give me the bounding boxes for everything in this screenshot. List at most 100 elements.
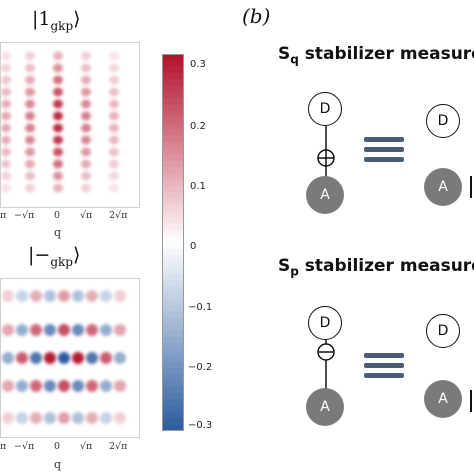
wigner-peak [100,412,112,424]
wigner-peak [81,147,91,157]
colorbar-segment [162,311,184,319]
wigner-peak [1,75,11,85]
wigner-peak [1,99,11,109]
wigner-peak [81,75,91,85]
colorbar-segment [162,242,184,250]
wigner-peak [81,51,91,61]
top-wigner-plot [0,42,140,208]
wigner-peak [72,412,84,424]
colorbar [162,54,184,431]
wigner-peak [58,290,70,302]
wigner-peak [25,183,35,193]
bottom-xtick-5: 2√π [109,441,128,452]
wigner-peak [25,135,35,145]
wigner-peak [109,63,119,73]
colorbar-segment [162,60,184,68]
colorbar-frame [162,54,184,431]
colorbar-segment [162,317,184,325]
wigner-peak [1,171,11,181]
colorbar-segment [162,160,184,168]
wigner-peak [53,51,63,61]
plot-frame [0,42,140,208]
top-xlabel: q [54,226,62,239]
sq-stabilizer-title: Sq stabilizer measure [278,44,474,67]
wigner-peak [1,159,11,169]
wigner-peak [86,324,98,336]
wigner-peak [44,412,56,424]
wigner-peak [25,51,35,61]
colorbar-segment [162,141,184,149]
wigner-peak [25,159,35,169]
wigner-peak [16,290,28,302]
wigner-peak [109,147,119,157]
wigner-peak [53,87,63,97]
wigner-peak [58,412,70,424]
wigner-peak [2,352,14,364]
colorbar-segment [162,255,184,262]
wigner-peak [100,290,112,302]
colorbar-segment [162,116,184,124]
wigner-peak [2,412,14,424]
wigner-peak [30,324,42,336]
wigner-peak [114,290,126,302]
wigner-peak [1,123,11,133]
colorbar-segment [162,185,184,193]
wigner-peak [53,171,63,181]
top-xtick-4: √π [80,210,93,221]
colorbar-segment [162,399,184,407]
sq-ancilla-qubit-right: A [424,168,462,206]
colorbar-segment [162,343,184,350]
colorbar-segment [162,393,184,401]
wigner-peak [25,171,35,181]
wigner-peak [114,352,126,364]
wigner-peak [109,135,119,145]
wigner-peak [44,324,56,336]
colorbar-tick-0.2: 0.2 [190,121,206,132]
sp-minus-gate [317,340,335,390]
wigner-peak [53,99,63,109]
colorbar-segment [162,173,184,181]
wigner-peak [53,111,63,121]
sp-data-qubit-right: D [426,314,460,348]
top-xtick-2: −√π [14,210,35,221]
sp-ancilla-qubit: A [306,388,344,426]
wigner-peak [44,380,56,392]
wigner-peak [100,352,112,364]
wigner-peak [109,75,119,85]
colorbar-segment [162,110,184,118]
colorbar-segment [162,204,184,212]
colorbar-segment [162,368,184,376]
wigner-peak [16,380,28,392]
colorbar-segment [162,305,184,313]
colorbar-segment [162,91,184,99]
wigner-peak [58,352,70,364]
colorbar-segment [162,54,184,61]
wigner-peak [30,380,42,392]
colorbar-segment [162,179,184,187]
wigner-peak [86,412,98,424]
colorbar-segment [162,154,184,162]
plot-background [0,42,140,208]
wigner-peak [81,171,91,181]
top-plot-title: |1gkp⟩ [32,8,81,33]
top-xtick-5: 2√π [109,210,128,221]
bottom-wigner-plot [0,278,140,438]
wigner-peak [25,87,35,97]
wigner-peak [81,159,91,169]
sp-ancilla-qubit-right: A [424,380,462,418]
wigner-peak [109,159,119,169]
colorbar-segment [162,374,184,382]
sq-cnot-gate [317,126,335,178]
wigner-peak [2,324,14,336]
colorbar-segment [162,405,184,413]
colorbar-segment [162,129,184,137]
colorbar-segment [162,66,184,74]
colorbar-segment [162,148,184,156]
wigner-peak [25,111,35,121]
wigner-peak [53,123,63,133]
wigner-peak [81,63,91,73]
colorbar-segment [162,104,184,112]
wigner-peak [25,99,35,109]
wigner-peak [44,290,56,302]
wigner-peak [53,75,63,85]
